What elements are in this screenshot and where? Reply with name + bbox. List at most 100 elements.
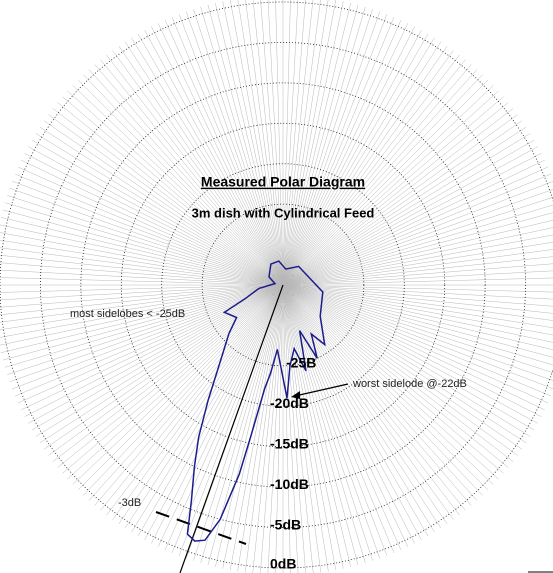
radial-line xyxy=(200,284,284,564)
radial-line xyxy=(88,69,284,286)
radial-line xyxy=(282,166,549,286)
ring xyxy=(80,82,486,488)
ring xyxy=(40,42,526,528)
beam-axis xyxy=(179,284,284,573)
radial-line xyxy=(9,284,284,383)
radial-line xyxy=(21,159,284,286)
radial-line xyxy=(17,166,284,286)
radial-line xyxy=(7,284,284,375)
radial-line xyxy=(178,14,284,286)
radial-line xyxy=(282,14,388,286)
radial-line xyxy=(282,146,538,286)
radial-line xyxy=(282,249,553,286)
radial-line xyxy=(282,284,351,568)
radial-line xyxy=(35,284,284,437)
radial-line xyxy=(282,197,553,286)
radial-line xyxy=(0,284,284,301)
radial-line xyxy=(245,0,284,286)
radial-line xyxy=(28,146,284,286)
annotation: most sidelobes < -25dB xyxy=(70,308,185,320)
radial-line xyxy=(4,284,284,368)
radial-line xyxy=(282,284,552,397)
radial-line xyxy=(282,120,523,286)
radial-line xyxy=(282,37,435,286)
radial-line xyxy=(0,239,284,286)
r-tick-label: -25B xyxy=(286,355,316,371)
radial-line xyxy=(0,284,284,353)
radial-line xyxy=(282,277,553,286)
ring xyxy=(201,203,365,367)
minus-3db-marker xyxy=(155,511,247,545)
radial-line xyxy=(9,187,284,286)
chart-subtitle: 3m dish with Cylindrical Feed xyxy=(192,205,375,220)
radial-line xyxy=(282,284,553,389)
radial-line xyxy=(282,284,518,456)
radial-line xyxy=(31,139,284,286)
radial-line xyxy=(151,26,284,286)
radial-line xyxy=(21,284,284,411)
radial-line xyxy=(0,269,284,286)
radial-line xyxy=(48,114,284,286)
radial-line xyxy=(0,284,284,331)
radial-line xyxy=(282,284,322,573)
radial-line xyxy=(282,284,527,444)
radial-line xyxy=(282,181,553,286)
radial-line xyxy=(0,232,284,286)
radial-line xyxy=(282,126,527,286)
radial-line xyxy=(282,219,553,286)
radial-line xyxy=(282,284,549,404)
radial-line xyxy=(282,284,545,411)
radial-line xyxy=(118,45,284,286)
radial-line xyxy=(35,133,284,286)
radial-line xyxy=(282,2,351,286)
radial-line xyxy=(282,284,553,373)
annotation: worst sidelode @-22dB xyxy=(352,378,467,390)
radial-line xyxy=(282,0,291,286)
radial-line xyxy=(0,284,284,323)
radial-line xyxy=(282,284,402,551)
annotation: -3dB xyxy=(118,497,141,509)
radial-line xyxy=(282,45,448,286)
radial-line xyxy=(118,284,284,525)
radial-line xyxy=(282,96,504,286)
radial-line xyxy=(282,284,454,520)
radial-line xyxy=(24,284,284,417)
radial-line xyxy=(282,284,553,321)
radial-line xyxy=(12,284,284,390)
radial-line xyxy=(282,69,478,286)
radial-line xyxy=(28,284,284,424)
radial-line xyxy=(282,284,314,573)
radial-line xyxy=(282,284,489,491)
radial-line xyxy=(124,284,284,529)
radial-line xyxy=(0,284,284,308)
radial-line xyxy=(252,0,284,286)
radial-line xyxy=(282,227,553,286)
radial-line xyxy=(282,284,535,431)
r-tick-label: -10dB xyxy=(270,476,309,492)
radial-line xyxy=(157,284,284,547)
radial-line xyxy=(215,284,284,568)
radial-line xyxy=(282,284,494,485)
radial-line xyxy=(57,284,284,468)
radial-line xyxy=(52,284,284,462)
radial-line xyxy=(31,284,284,431)
radial-line xyxy=(77,284,284,491)
radial-line xyxy=(229,0,284,286)
radial-line xyxy=(282,284,381,559)
radial-line xyxy=(282,41,442,286)
radial-line xyxy=(282,159,545,286)
radial-line xyxy=(282,204,553,286)
radial-line xyxy=(282,108,514,286)
radial-line xyxy=(282,284,553,366)
radial-line xyxy=(282,79,489,286)
radial-line xyxy=(282,59,466,286)
radial-line xyxy=(185,11,284,286)
radial-line xyxy=(282,284,499,480)
chart-title: Measured Polar Diagram xyxy=(201,174,365,190)
r-tick-label: -20dB xyxy=(270,395,309,411)
radial-line xyxy=(282,256,553,286)
radial-line xyxy=(72,284,284,485)
radial-line xyxy=(282,284,299,573)
radial-line xyxy=(2,209,284,286)
